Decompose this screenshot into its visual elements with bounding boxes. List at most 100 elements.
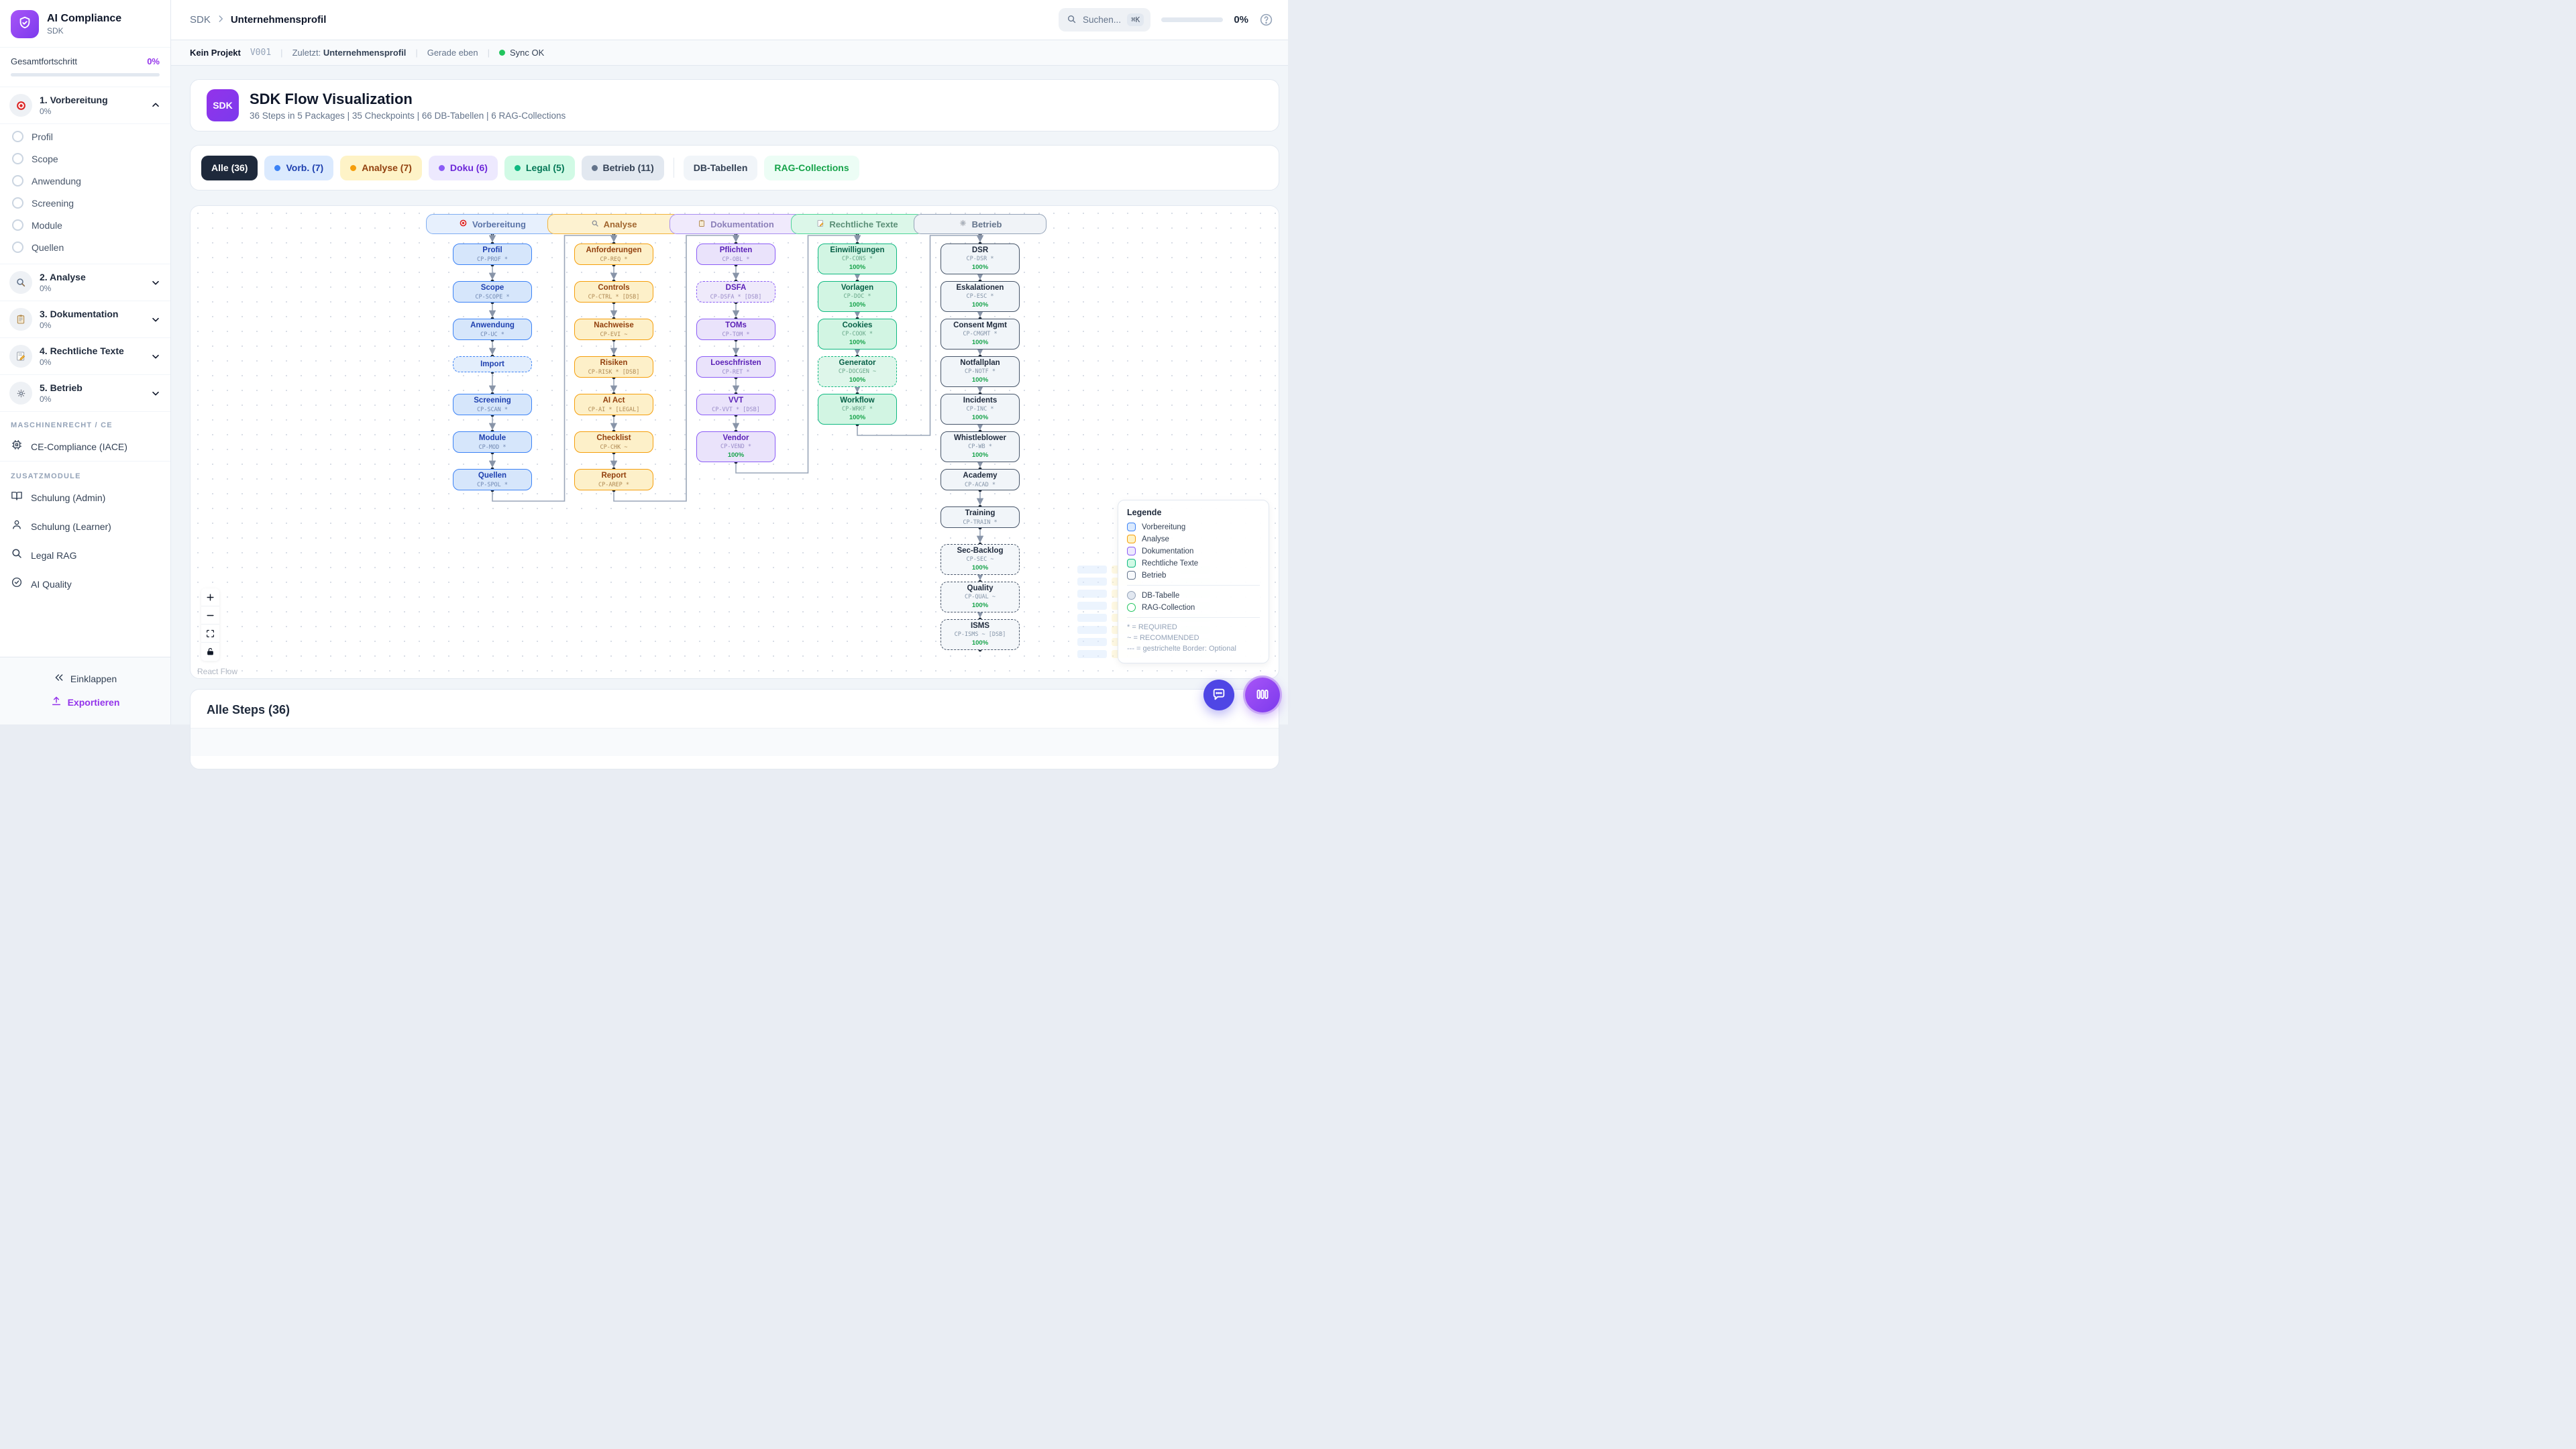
sidebar-section-betrieb[interactable]: 5. Betrieb 0%	[0, 375, 170, 412]
flow-node[interactable]: Controls CP-CTRL * [DSB]	[574, 281, 653, 303]
flow-node[interactable]: Module CP-MOD *	[453, 431, 532, 453]
flow-node[interactable]: Academy CP-ACAD *	[941, 469, 1020, 490]
sidebar-item-quellen[interactable]: Quellen	[0, 236, 170, 258]
flow-node[interactable]: Whistleblower CP-WB * 100%	[941, 431, 1020, 462]
group-heading-maschinenrecht: MASCHINENRECHT / CE	[11, 421, 113, 429]
page-subtitle: 36 Steps in 5 Packages | 35 Checkpoints …	[250, 110, 566, 121]
flow-group-header[interactable]: Analyse	[547, 214, 680, 234]
node-progress-value: 100%	[849, 264, 866, 272]
sidebar-section-vorbereitung[interactable]: 1. Vorbereitung 0%	[0, 87, 170, 124]
sidebar-item-ce-compliance[interactable]: CE-Compliance (IACE)	[0, 432, 170, 461]
flow-node[interactable]: Risiken CP-RISK * [DSB]	[574, 356, 653, 378]
sidebar-item-screening[interactable]: Screening	[0, 192, 170, 214]
help-button[interactable]	[1259, 13, 1273, 27]
flow-node[interactable]: Quellen CP-SPOL *	[453, 469, 532, 490]
flow-node[interactable]: Import	[453, 356, 532, 372]
flow-canvas[interactable]: Vorbereitung Profil CP-PROF * Scope CP-SCOPE…	[191, 206, 1279, 678]
search-icon	[1067, 14, 1077, 26]
flow-node[interactable]: Profil CP-PROF *	[453, 244, 532, 265]
filter-alle[interactable]: Alle (36)	[201, 155, 258, 180]
chevron-right-icon	[216, 14, 225, 26]
zoom-out-button[interactable]	[201, 606, 219, 625]
flow-node[interactable]: Vendor CP-VEND * 100%	[696, 431, 775, 462]
flow-node[interactable]: TOMs CP-TOM *	[696, 319, 775, 340]
flow-node[interactable]: Generator CP-DOCGEN ~100%	[818, 356, 897, 387]
flow-node[interactable]: Anwendung CP-UC *	[453, 319, 532, 340]
flow-node[interactable]: DSR CP-DSR * 100%	[941, 244, 1020, 274]
sidebar-item-module[interactable]: Module	[0, 214, 170, 236]
flow-node[interactable]: Report CP-AREP *	[574, 469, 653, 490]
flow-group-header[interactable]: Betrieb	[914, 214, 1046, 234]
node-progress-value: 100%	[971, 639, 989, 647]
flow-node[interactable]: Scope CP-SCOPE *	[453, 281, 532, 303]
sidebar-section-rechtliche-texte[interactable]: 4. Rechtliche Texte 0%	[0, 338, 170, 375]
book-open-icon	[11, 490, 23, 505]
flow-node[interactable]: Incidents CP-INC * 100%	[941, 394, 1020, 425]
sidebar-item-legal-rag[interactable]: Legal RAG	[0, 541, 170, 570]
flow-node[interactable]: Workflow CP-WRKF * 100%	[818, 394, 897, 425]
kanban-fab-button[interactable]	[1245, 678, 1280, 712]
flow-group-header[interactable]: Dokumentation	[669, 214, 802, 234]
filter-vorbereitung[interactable]: Vorb. (7)	[264, 155, 334, 180]
sidebar-footer: Einklappen Exportieren	[0, 657, 170, 724]
filter-analyse[interactable]: Analyse (7)	[340, 155, 422, 180]
legend-item-rag-collection: RAG-Collection	[1127, 603, 1260, 612]
flow-node[interactable]: AI Act CP-AI * [LEGAL]	[574, 394, 653, 415]
app-title: AI Compliance	[47, 13, 122, 24]
search-shortcut: ⌘K	[1127, 13, 1144, 26]
collapse-sidebar-button[interactable]: Einklappen	[0, 667, 170, 690]
flow-node[interactable]: Pflichten CP-OBL *	[696, 244, 775, 265]
flow-node[interactable]: Notfallplan CP-NOTF * 100%	[941, 356, 1020, 387]
sidebar-item-scope[interactable]: Scope	[0, 148, 170, 170]
sidebar-item-schulung-learner[interactable]: Schulung (Learner)	[0, 512, 170, 541]
green-dot-icon	[514, 164, 521, 171]
flow-node[interactable]: ISMS CP-ISMS ~ [DSB] 100%	[941, 619, 1020, 650]
flow-node[interactable]: Eskalationen CP-ESC * 100%	[941, 281, 1020, 312]
sidebar-header: AI Compliance SDK	[0, 0, 170, 48]
filter-rag-collections[interactable]: RAG-Collections	[764, 155, 859, 180]
legend-item-dokumentation: Dokumentation	[1127, 547, 1260, 555]
sync-status: Sync OK	[499, 48, 544, 58]
header-progress-value: 0%	[1234, 14, 1248, 25]
sidebar-section-dokumentation[interactable]: 3. Dokumentation 0%	[0, 301, 170, 338]
filter-doku[interactable]: Doku (6)	[428, 155, 498, 180]
chat-fab-button[interactable]	[1203, 680, 1234, 710]
sidebar-item-ai-quality[interactable]: AI Quality	[0, 570, 170, 598]
flow-group-header[interactable]: Vorbereitung	[426, 214, 559, 234]
sidebar-item-anwendung[interactable]: Anwendung	[0, 170, 170, 192]
flow-node[interactable]: Sec-Backlog CP-SEC ~100%	[941, 544, 1020, 575]
sidebar-item-schulung-admin[interactable]: Schulung (Admin)	[0, 483, 170, 512]
clipboard-icon	[698, 219, 706, 229]
lock-button[interactable]	[201, 643, 219, 661]
flow-node[interactable]: Vorlagen CP-DOC * 100%	[818, 281, 897, 312]
chevron-down-icon	[150, 277, 161, 288]
fit-view-button[interactable]	[201, 625, 219, 643]
flow-node[interactable]: Nachweise CP-EVI ~	[574, 319, 653, 340]
flow-group-header[interactable]: Rechtliche Texte	[791, 214, 924, 234]
flow-node[interactable]: Loeschfristen CP-RET *	[696, 356, 775, 378]
flow-node[interactable]: Training CP-TRAIN *	[941, 506, 1020, 528]
legend-item-rechtliche-texte: Rechtliche Texte	[1127, 559, 1260, 568]
zoom-in-button[interactable]	[201, 588, 219, 606]
flow-node[interactable]: Cookies CP-COOK * 100%	[818, 319, 897, 350]
filter-betrieb[interactable]: Betrieb (11)	[581, 155, 664, 180]
last-value: Unternehmensprofil	[323, 48, 407, 58]
filter-legal[interactable]: Legal (5)	[504, 155, 575, 180]
export-button[interactable]: Exportieren	[0, 690, 170, 714]
gear-icon	[959, 219, 967, 229]
filter-db-tabellen[interactable]: DB-Tabellen	[683, 155, 758, 180]
flow-node[interactable]: Quality CP-QUAL ~100%	[941, 582, 1020, 612]
search-button[interactable]: Suchen... ⌘K	[1059, 8, 1151, 32]
sidebar-section-analyse[interactable]: 2. Analyse 0%	[0, 264, 170, 301]
blue-swatch-icon	[1127, 523, 1136, 531]
flow-node[interactable]: VVT CP-VVT * [DSB]	[696, 394, 775, 415]
flow-node[interactable]: Checklist CP-CHK ~	[574, 431, 653, 453]
section-vorbereitung-items: Profil Scope Anwendung Screening Module …	[0, 124, 170, 264]
flow-node[interactable]: Anforderungen CP-REQ *	[574, 244, 653, 265]
flow-node[interactable]: Einwilligungen CP-CONS * 100%	[818, 244, 897, 274]
flow-node[interactable]: Consent Mgmt CP-CMGMT * 100%	[941, 319, 1020, 350]
sidebar-item-profil[interactable]: Profil	[0, 125, 170, 148]
flow-node[interactable]: DSFA CP-DSFA * [DSB]	[696, 281, 775, 303]
flow-node[interactable]: Screening CP-SCAN *	[453, 394, 532, 415]
breadcrumb-sdk[interactable]: SDK	[190, 14, 211, 25]
